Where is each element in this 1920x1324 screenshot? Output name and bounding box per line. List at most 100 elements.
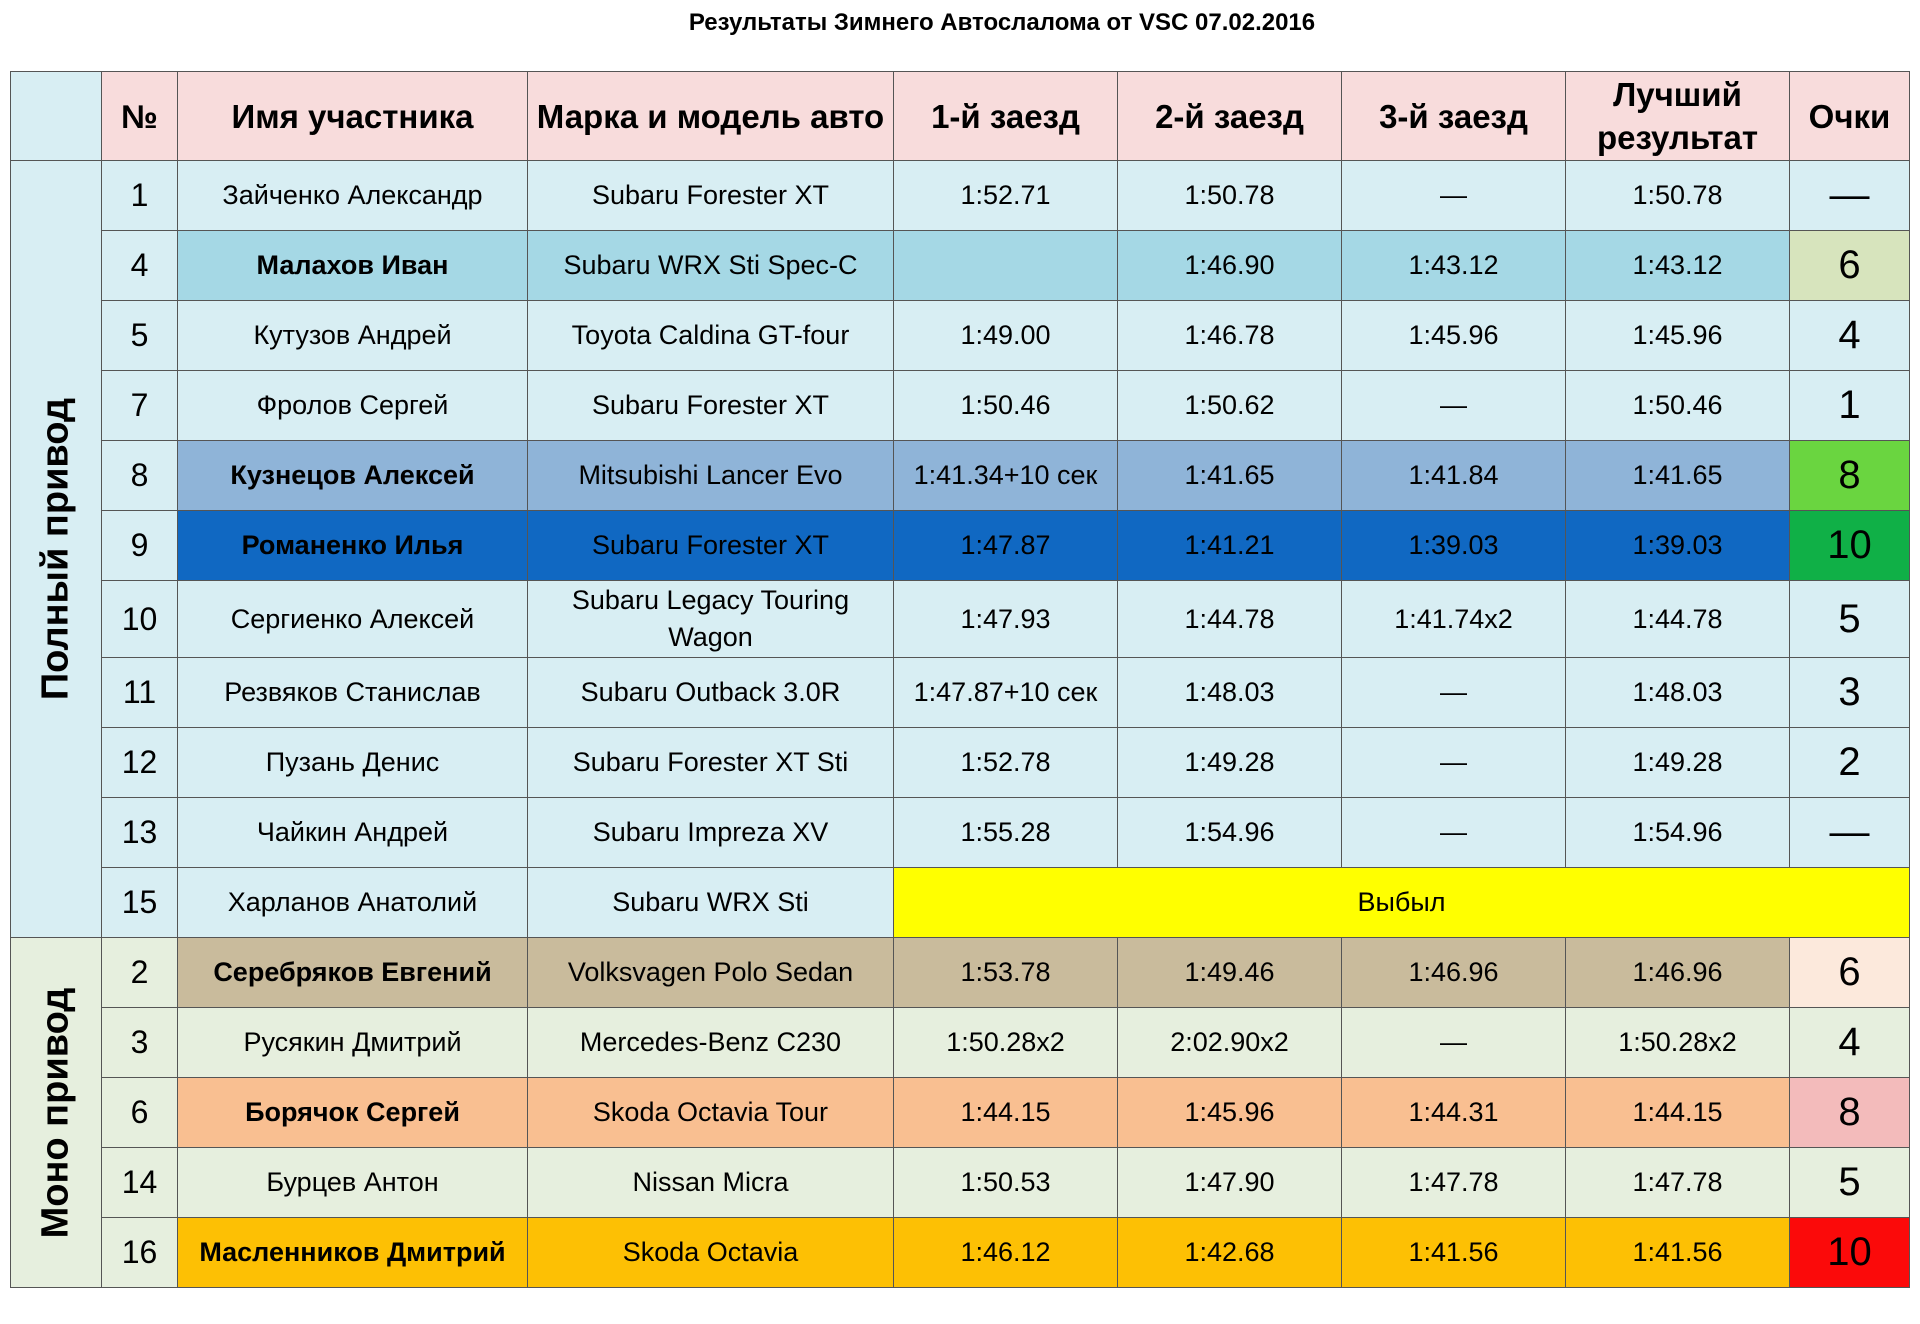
- row-points: 6: [1789, 230, 1910, 301]
- row-best: 1:39.03: [1565, 510, 1790, 581]
- row-name: Пузань Денис: [177, 727, 528, 798]
- row-name: Зайченко Александр: [177, 160, 528, 231]
- table-row: Полный привод 1 Зайченко Александр Subar…: [10, 160, 1910, 938]
- page-title: Результаты Зимнего Автослалома от VSC 07…: [688, 9, 1316, 36]
- row-best: 1:50.28x2: [1565, 1007, 1790, 1078]
- row-num: 7: [101, 370, 178, 441]
- row-run1: 1:50.28x2: [893, 1007, 1118, 1078]
- row-best: 1:47.78: [1565, 1147, 1790, 1218]
- row-points: 5: [1789, 580, 1910, 658]
- row-run1: 1:44.15: [893, 1077, 1118, 1148]
- row-name: Борячок Сергей: [177, 1077, 528, 1148]
- row-best: 1:54.96: [1565, 797, 1790, 868]
- row-points: 4: [1789, 300, 1910, 371]
- row-points: 6: [1789, 937, 1910, 1008]
- row-run1: 1:52.71: [893, 160, 1118, 231]
- row-points: 3: [1789, 657, 1910, 728]
- row-points: 10: [1789, 1217, 1910, 1288]
- header-row: № Имя участника Марка и модель авто 1-й …: [10, 71, 1910, 161]
- row-points: 2: [1789, 727, 1910, 798]
- row-name: Романенко Илья: [177, 510, 528, 581]
- row-run3: —: [1341, 727, 1566, 798]
- row-run3: 1:47.78: [1341, 1147, 1566, 1218]
- results-table: № Имя участника Марка и модель авто 1-й …: [10, 71, 1910, 1288]
- row-num: 9: [101, 510, 178, 581]
- group-label-awd: Полный привод: [34, 397, 77, 701]
- row-run2: 1:50.62: [1117, 370, 1342, 441]
- row-num: 6: [101, 1077, 178, 1148]
- table-row: 8 Кузнецов Алексей Mitsubishi Lancer Evo…: [11, 440, 1910, 511]
- table-row: 7 Фролов Сергей Subaru Forester XT 1:50.…: [11, 370, 1910, 441]
- row-best: 1:46.96: [1565, 937, 1790, 1008]
- row-run3: —: [1341, 370, 1566, 441]
- row-points: 4: [1789, 1007, 1910, 1078]
- row-name: Кутузов Андрей: [177, 300, 528, 371]
- row-run1: 1:52.78: [893, 727, 1118, 798]
- table-row: 6 Борячок Сергей Skoda Octavia Tour 1:44…: [11, 1077, 1910, 1148]
- row-run3: 1:43.12: [1341, 230, 1566, 301]
- row-name: Сергиенко Алексей: [177, 580, 528, 658]
- row-run1: 1:47.87: [893, 510, 1118, 581]
- row-name: Серебряков Евгений: [177, 937, 528, 1008]
- row-points: —: [1789, 160, 1910, 231]
- dropped-status: Выбыл: [893, 867, 1910, 938]
- row-run2: 1:50.78: [1117, 160, 1342, 231]
- group-label-awd-cell: Полный привод: [10, 160, 102, 938]
- row-num: 13: [101, 797, 178, 868]
- row-run3: 1:41.74x2: [1341, 580, 1566, 658]
- row-points: 8: [1789, 440, 1910, 511]
- row-car: Toyota Caldina GT-four: [527, 300, 894, 371]
- row-points: —: [1789, 797, 1910, 868]
- row-run3: 1:44.31: [1341, 1077, 1566, 1148]
- table-row: 4 Малахов Иван Subaru WRX Sti Spec-C 1:4…: [11, 230, 1910, 301]
- row-name: Чайкин Андрей: [177, 797, 528, 868]
- row-run3: —: [1341, 797, 1566, 868]
- row-run2: 1:46.90: [1117, 230, 1342, 301]
- row-best: 1:50.78: [1565, 160, 1790, 231]
- row-car: Mercedes-Benz C230: [527, 1007, 894, 1078]
- row-num: 12: [101, 727, 178, 798]
- row-car: Skoda Octavia Tour: [527, 1077, 894, 1148]
- table-row: 15 Харланов Анатолий Subaru WRX Sti Выбы…: [11, 867, 1910, 938]
- group-label-fwd: Моно привод: [34, 987, 77, 1238]
- row-run1: 1:41.34+10 сек: [893, 440, 1118, 511]
- row-name: Харланов Анатолий: [177, 867, 528, 938]
- row-num: 3: [101, 1007, 178, 1078]
- row-name: Русякин Дмитрий: [177, 1007, 528, 1078]
- col-header-run1: 1-й заезд: [893, 71, 1118, 161]
- row-car: Subaru Impreza XV: [527, 797, 894, 868]
- row-run2: 1:41.21: [1117, 510, 1342, 581]
- row-car: Subaru Forester XT: [527, 510, 894, 581]
- row-run2: 1:48.03: [1117, 657, 1342, 728]
- row-num: 5: [101, 300, 178, 371]
- row-points: 10: [1789, 510, 1910, 581]
- row-run2: 1:49.46: [1117, 937, 1342, 1008]
- table-row: 13 Чайкин Андрей Subaru Impreza XV 1:55.…: [11, 797, 1910, 868]
- row-run3: 1:45.96: [1341, 300, 1566, 371]
- col-header-name: Имя участника: [177, 71, 528, 161]
- col-header-num: №: [101, 71, 178, 161]
- row-run2: 1:44.78: [1117, 580, 1342, 658]
- row-run1: 1:55.28: [893, 797, 1118, 868]
- row-best: 1:45.96: [1565, 300, 1790, 371]
- row-car: Subaru WRX Sti: [527, 867, 894, 938]
- row-run1: 1:46.12: [893, 1217, 1118, 1288]
- col-header-run2: 2-й заезд: [1117, 71, 1342, 161]
- row-points: 5: [1789, 1147, 1910, 1218]
- row-run2: 1:49.28: [1117, 727, 1342, 798]
- row-run1: 1:49.00: [893, 300, 1118, 371]
- row-run3: —: [1341, 160, 1566, 231]
- row-run2: 1:45.96: [1117, 1077, 1342, 1148]
- row-num: 10: [101, 580, 178, 658]
- row-run3: 1:41.56: [1341, 1217, 1566, 1288]
- col-header-points: Очки: [1789, 71, 1910, 161]
- row-run3: —: [1341, 657, 1566, 728]
- row-run2: 1:41.65: [1117, 440, 1342, 511]
- row-num: 2: [101, 937, 178, 1008]
- table-row: 14 Бурцев Антон Nissan Micra 1:50.53 1:4…: [11, 1147, 1910, 1218]
- row-run1: [893, 230, 1118, 301]
- row-num: 11: [101, 657, 178, 728]
- row-points: 8: [1789, 1077, 1910, 1148]
- row-run2: 2:02.90x2: [1117, 1007, 1342, 1078]
- row-name: Масленников Дмитрий: [177, 1217, 528, 1288]
